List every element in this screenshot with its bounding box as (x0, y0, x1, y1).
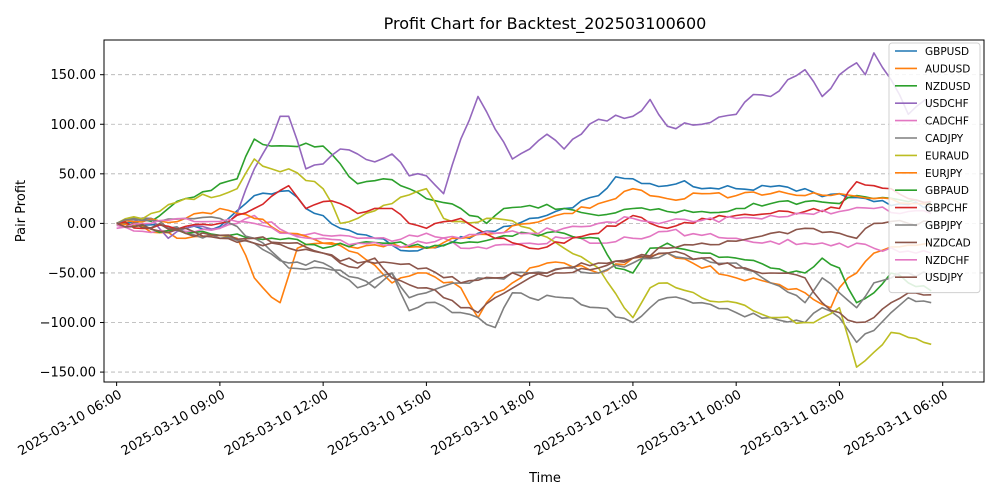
series-line-euraud (116, 158, 932, 368)
y-tick-label: 0.00 (67, 217, 96, 232)
legend-label: NZDUSD (925, 81, 971, 93)
y-tick-label: 150.00 (51, 68, 97, 83)
plot-frame (103, 39, 985, 383)
legend-label: NZDCHF (925, 255, 969, 267)
legend-label: GBPUSD (925, 46, 969, 58)
plot-area (116, 52, 932, 368)
series-line-eurjpy (116, 187, 932, 249)
legend-label: GBPCHF (925, 203, 968, 215)
legend: GBPUSD AUDUSD NZDUSD USDCHF CADCHF CADJPY EURA… (888, 42, 981, 294)
legend-label: EURAUD (925, 150, 969, 162)
legend-label: USDCHF (925, 98, 969, 110)
y-tick-label: −50.00 (48, 266, 96, 281)
y-tick-label: −150.00 (40, 366, 96, 381)
y-axis: −150.00 −100.00 −50.00 0.00 50.00 100.00 150.0… (40, 68, 104, 381)
series-line-nzdcad (116, 219, 932, 284)
y-tick-label: 100.00 (51, 118, 97, 133)
legend-label: AUDUSD (925, 63, 970, 75)
chart-title: Profit Chart for Backtest_202503100600 (384, 14, 707, 34)
y-tick-label: 50.00 (59, 167, 96, 182)
legend-label: NZDCAD (925, 237, 971, 249)
x-axis-label: Time (528, 471, 561, 486)
y-axis-label: Pair Profit (14, 180, 29, 242)
legend-label: EURJPY (925, 168, 963, 180)
legend-label: GBPAUD (925, 185, 969, 197)
legend-label: GBPJPY (925, 220, 963, 232)
legend-label: CADJPY (925, 133, 964, 145)
series-line-cadchf (116, 214, 932, 254)
legend-box (888, 42, 981, 294)
series-line-gbpusd (116, 176, 932, 252)
y-tick-label: −100.00 (40, 316, 96, 331)
legend-label: USDJPY (925, 272, 964, 284)
series-line-nzdusd (116, 138, 932, 225)
series-line-usdchf (116, 52, 932, 240)
legend-label: CADCHF (925, 116, 969, 128)
series-line-usdjpy (116, 222, 932, 324)
series-line-nzdchf (116, 206, 932, 249)
